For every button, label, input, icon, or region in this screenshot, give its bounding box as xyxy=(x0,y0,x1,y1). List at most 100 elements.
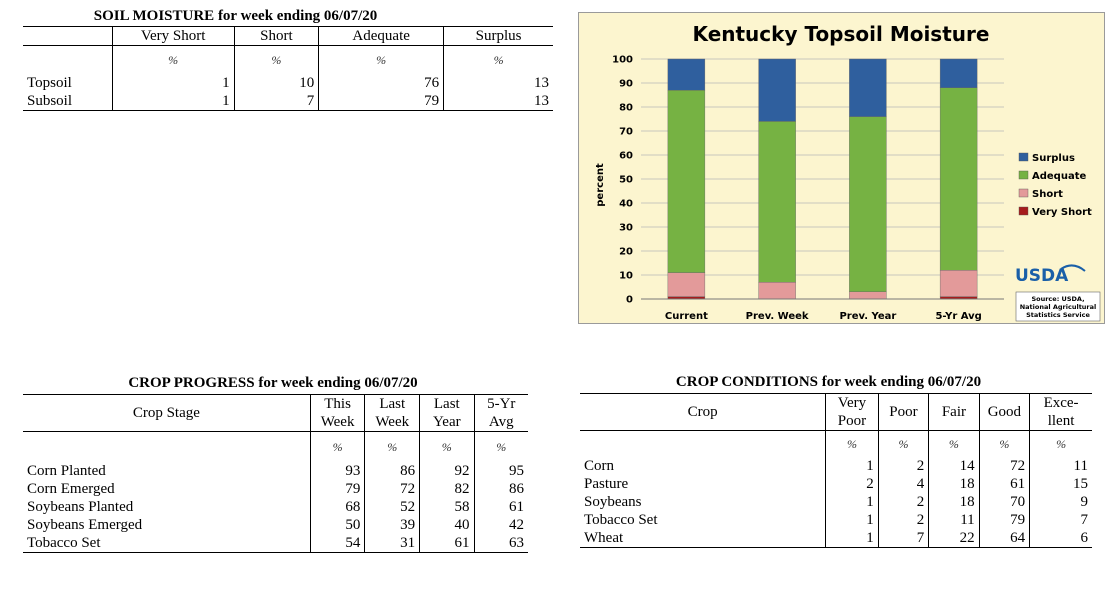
chart-axes: 0 10 20 30 40 50 60 70 80 90 100 Current Prev. Week P… xyxy=(612,55,1004,322)
unit-cell: % xyxy=(443,45,553,74)
value-cell: 7 xyxy=(233,91,319,111)
value-cell: 2 xyxy=(825,474,879,493)
header-line: Poor xyxy=(889,404,918,420)
table-row: Soybeans Emerged 50 39 40 42 xyxy=(23,515,528,534)
y-tick-label: 100 xyxy=(612,55,633,66)
row-label: Corn Planted xyxy=(27,462,106,479)
bar-segment-adequate xyxy=(939,87,978,271)
value-cell: 31 xyxy=(364,533,420,553)
col-last-year: Last Year xyxy=(419,394,475,432)
crop-conditions-table: Crop Very Poor Poor Fair Good Exce-llent … xyxy=(580,393,1092,548)
unit-cell: % xyxy=(318,45,444,74)
bar-segment-surplus xyxy=(849,58,887,117)
y-tick-label: 60 xyxy=(619,151,633,162)
table-row: Corn 1 2 14 72 11 xyxy=(580,456,1092,475)
value-cell: 72 xyxy=(978,456,1030,475)
usda-logo-text: USDA xyxy=(1015,266,1069,286)
value-cell: 79 xyxy=(318,91,444,111)
crop-conditions-title: CROP CONDITIONS for week ending 06/07/20 xyxy=(675,374,982,390)
source-line: Source: USDA, xyxy=(1031,295,1084,303)
value-cell: 2 xyxy=(877,510,929,529)
value-cell: 63 xyxy=(473,533,528,553)
table-row: Subsoil 1 7 79 13 xyxy=(23,91,553,111)
value-cell: 86 xyxy=(473,479,528,498)
row-label: Soybeans Planted xyxy=(27,498,134,515)
bar-segment-surplus xyxy=(667,58,706,91)
value-cell: 54 xyxy=(309,533,365,553)
table-row: Pasture 2 4 18 61 15 xyxy=(580,474,1092,493)
header-line: Very xyxy=(837,395,867,411)
row-label: Subsoil xyxy=(23,91,113,111)
value-cell: 72 xyxy=(364,479,420,498)
col-5yr-avg: 5-Yr Avg xyxy=(473,394,528,432)
col-surplus: Surplus xyxy=(443,26,553,46)
value-cell: 58 xyxy=(419,497,475,516)
y-tick-label: 50 xyxy=(619,175,633,186)
value-cell: 76 xyxy=(318,73,444,92)
topsoil-moisture-chart: Kentucky Topsoil Moisture 0 10 20 30 40 50 60 7… xyxy=(578,12,1105,324)
unit-cell: % xyxy=(978,430,1030,457)
value-cell: 2 xyxy=(877,456,929,475)
value-cell: 11 xyxy=(928,510,980,529)
value-cell: 1 xyxy=(825,510,879,529)
col-good: Good xyxy=(978,393,1030,431)
value-cell: 61 xyxy=(419,533,475,553)
value-cell: 42 xyxy=(473,515,528,534)
value-cell: 7 xyxy=(1029,510,1092,529)
value-cell: 1 xyxy=(111,91,235,111)
bar-segment-surplus xyxy=(758,58,796,122)
legend-label: Surplus xyxy=(1032,153,1075,164)
unit-cell: % xyxy=(825,430,879,457)
bar-segment-adequate xyxy=(758,121,796,283)
value-cell: 86 xyxy=(364,461,420,480)
table-row: Soybeans Planted 68 52 58 61 xyxy=(23,497,528,516)
table-row: Tobacco Set 54 31 61 63 xyxy=(23,533,528,553)
legend-swatch xyxy=(1018,152,1029,162)
value-cell: 64 xyxy=(978,528,1030,548)
chart-legend: Surplus Adequate Short Very Short xyxy=(1018,152,1092,218)
crop-stage-header: Crop Stage xyxy=(23,394,311,432)
x-tick-label: 5-Yr Avg xyxy=(935,311,981,322)
col-adequate: Adequate xyxy=(318,26,444,46)
legend-swatch xyxy=(1018,188,1029,198)
logo-swoosh-icon xyxy=(1060,264,1086,272)
table-row: Tobacco Set 1 2 11 79 7 xyxy=(580,510,1092,529)
col-fair: Fair xyxy=(928,393,980,431)
header-line: Fair xyxy=(941,404,966,420)
y-axis-label: percent xyxy=(595,163,606,207)
bar-segment-adequate xyxy=(849,116,887,292)
value-cell: 14 xyxy=(928,456,980,475)
value-cell: 82 xyxy=(419,479,475,498)
value-cell: 22 xyxy=(928,528,980,548)
header-line: Good xyxy=(987,404,1022,420)
header-line: Poor xyxy=(837,413,867,429)
unit-cell: % xyxy=(233,45,319,74)
crop-conditions-section: CROP CONDITIONS for week ending 06/07/20… xyxy=(580,374,1092,548)
y-tick-label: 40 xyxy=(619,199,633,210)
value-cell: 7 xyxy=(877,528,929,548)
row-label: Pasture xyxy=(584,475,629,492)
chart-canvas: Kentucky Topsoil Moisture 0 10 20 30 40 50 60 7… xyxy=(595,22,1101,322)
col-last-week: Last Week xyxy=(364,394,420,432)
bar-segment-surplus xyxy=(939,58,978,88)
col-very-poor: Very Poor xyxy=(825,393,879,431)
chart-bars xyxy=(667,58,978,300)
y-tick-label: 70 xyxy=(619,127,633,138)
crop-conditions-rows: Corn 1 2 14 72 11 Pasture 2 4 18 61 15 Soybeans 1 2 18 7… xyxy=(580,456,1092,548)
value-cell: 6 xyxy=(1029,528,1092,548)
row-label: Wheat xyxy=(580,528,826,548)
header-line: 5-Yr xyxy=(487,396,516,412)
value-cell: 92 xyxy=(419,461,475,480)
y-tick-label: 20 xyxy=(619,247,633,258)
value-cell: 11 xyxy=(1029,456,1092,475)
crop-progress-title: CROP PROGRESS for week ending 06/07/20 xyxy=(128,375,418,391)
col-excellent: Exce-llent xyxy=(1029,393,1092,431)
value-cell: 40 xyxy=(419,515,475,534)
y-tick-label: 90 xyxy=(619,79,633,90)
x-tick-label: Current xyxy=(665,311,708,322)
unit-cell: % xyxy=(473,431,528,462)
header-line: Last xyxy=(433,396,460,412)
value-cell: 10 xyxy=(233,73,319,92)
unit-cell: % xyxy=(419,431,475,462)
value-cell: 1 xyxy=(111,73,235,92)
